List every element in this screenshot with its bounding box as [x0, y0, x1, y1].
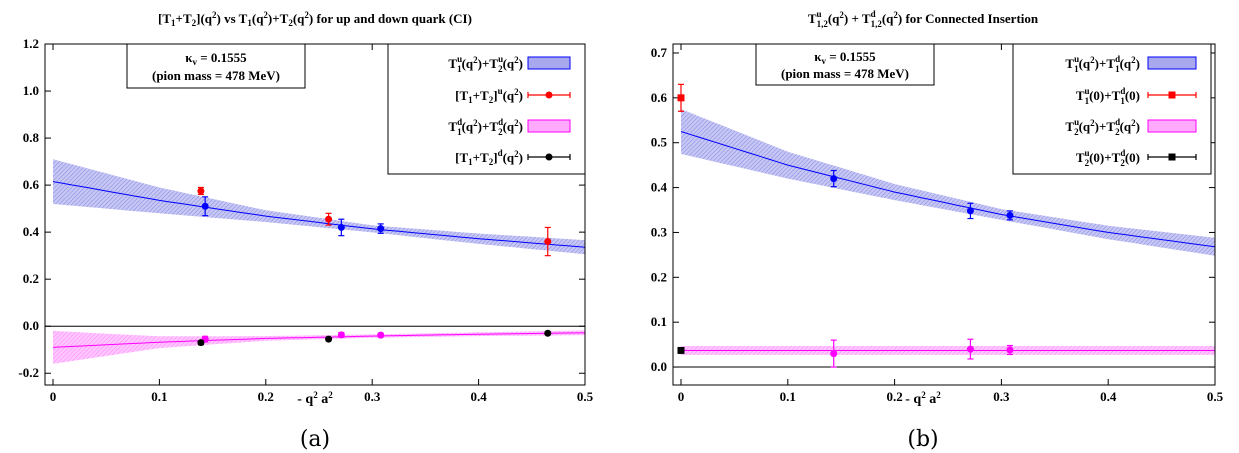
y-tick-label-a-6: 1.0	[23, 83, 39, 98]
x-tick-label-b-0: 0	[678, 389, 685, 404]
y-tick-label-b-0: 0.0	[651, 359, 667, 374]
band-line-a-0	[52, 181, 586, 248]
y-tick-label-b-3: 0.3	[651, 224, 668, 239]
annotation-kappa-b: κv = 0.1555	[814, 49, 876, 66]
legend-b: Tu 1(q2)+Td 1(q2) Tu 1(0)+Td 1(0) Tu 2(q2)+Td…	[1012, 43, 1212, 175]
panel-a: [T1+T2](q2) vs T1(q2)+T2(q2) for up and …	[18, 10, 593, 452]
x-axis-label-a: - q2 a2	[297, 390, 333, 407]
y-tick-label-b-1: 0.1	[651, 314, 667, 329]
point-b-0-2	[1006, 211, 1014, 219]
y-tick-label-b-4: 0.4	[651, 180, 668, 195]
x-tick-label-a-2: 0.2	[258, 389, 274, 404]
y-tick-label-a-3: 0.4	[23, 224, 40, 239]
legend-label-a-0: Tu 1(q2)+Tu 2(q2)	[448, 54, 523, 74]
legend-marker-b-1	[1168, 91, 1176, 99]
point-a-1-1	[325, 215, 333, 223]
legend-marks-a	[527, 56, 571, 161]
legend-label-b-3: Tu 2(0)+Td 2(0)	[1076, 148, 1140, 168]
legend-swatch-b-0	[1147, 56, 1197, 70]
legend-label-b-2: Tu 2(q2)+Td 2(q2)	[1065, 117, 1140, 137]
caption-b: (b)	[907, 427, 938, 452]
legend-swatch-b-2	[1147, 119, 1197, 133]
legend-marker-b-3	[1168, 153, 1176, 161]
annotation-box-b: κv = 0.1555 (pion mass = 478 MeV)	[755, 43, 935, 86]
y-tick-label-a-4: 0.6	[23, 177, 40, 192]
point-a-0-1	[337, 223, 345, 231]
y-tick-label-b-2: 0.2	[651, 269, 667, 284]
y-tick-label-a-0: -0.2	[18, 365, 39, 380]
band-line-b-0	[680, 131, 1216, 248]
caption-a: (a)	[300, 427, 330, 452]
point-b-2-0	[830, 350, 838, 358]
legend-label-a-2: Td 1(q2)+Td 2(q2)	[448, 117, 523, 137]
annotation-pion-a: (pion mass = 478 MeV)	[152, 68, 280, 83]
chart-title-a: [T1+T2](q2) vs T1(q2)+T2(q2) for up and …	[158, 10, 472, 28]
legend-label-b-1: Tu 1(0)+Td 1(0)	[1076, 86, 1140, 106]
point-a-3-1	[325, 335, 333, 343]
y-tick-label-b-5: 0.5	[651, 135, 668, 150]
axes-b: 0 0.1 0.2 0.3 0.4 0.5 0.0 0.1 0.2 0.3 0.4 0.5 0.6 0.7	[651, 43, 1224, 404]
x-tick-label-b-5: 0.5	[1207, 389, 1224, 404]
point-a-2-2	[377, 331, 385, 339]
y-tick-label-a-7: 1.2	[23, 36, 39, 51]
point-a-2-1	[337, 331, 345, 339]
y-tick-label-a-1: 0.0	[23, 318, 39, 333]
point-a-3-2	[544, 329, 552, 337]
legend-label-a-1: [T1+T2]u(q2)	[455, 86, 523, 105]
legend-label-a-3: [T1+T2]d(q2)	[455, 148, 523, 167]
x-tick-label-b-1: 0.1	[780, 389, 796, 404]
point-b-0-1	[966, 207, 974, 215]
legend-swatch-a-0	[527, 56, 571, 70]
axes-a: 0 0.1 0.2 0.3 0.4 0.5 -0.2 0.0 0.2 0.4 0.6 0.8 1.0 1.…	[18, 36, 593, 404]
annotation-kappa-a: κv = 0.1555	[185, 50, 247, 67]
annotation-box-a: κv = 0.1555 (pion mass = 478 MeV)	[126, 43, 306, 89]
x-tick-label-b-3: 0.3	[993, 389, 1010, 404]
chart-title-b: Tu 1,2(q2) + Td 1,2(q2) for Connected Inse…	[808, 9, 1039, 29]
band-a-0	[53, 159, 585, 255]
plot-frame-a	[44, 43, 586, 386]
point-b-0-0	[830, 175, 838, 183]
point-b-2-1	[966, 345, 974, 353]
point-b-2-2	[1006, 346, 1014, 354]
annotation-pion-b: (pion mass = 478 MeV)	[781, 66, 909, 81]
panel-b: Tu 1,2(q2) + Td 1,2(q2) for Connected Inse…	[651, 9, 1224, 452]
point-a-0-0	[201, 202, 209, 210]
band-a-1	[53, 330, 585, 364]
point-b-3-0	[677, 346, 685, 354]
x-tick-label-a-5: 0.5	[577, 389, 594, 404]
legend-marker-a-3	[545, 153, 553, 161]
legend-marker-a-1	[545, 91, 553, 99]
band-line-a-1	[52, 332, 586, 348]
plot-frame-b	[672, 43, 1216, 386]
x-tick-label-a-1: 0.1	[151, 389, 167, 404]
x-tick-label-b-4: 0.4	[1100, 389, 1117, 404]
point-b-1-0	[677, 94, 685, 102]
legend-marks-b	[1147, 56, 1197, 161]
y-tick-label-b-6: 0.6	[651, 90, 668, 105]
point-a-1-0	[197, 187, 205, 195]
x-tick-label-a-0: 0	[50, 389, 57, 404]
x-tick-label-b-2: 0.2	[886, 389, 902, 404]
x-tick-label-a-3: 0.3	[364, 389, 381, 404]
x-axis-label-b: - q2 a2	[905, 390, 941, 407]
y-tick-label-a-2: 0.2	[23, 271, 39, 286]
legend-label-b-0: Tu 1(q2)+Td 1(q2)	[1065, 54, 1140, 74]
point-a-0-2	[377, 225, 385, 233]
point-a-3-0	[197, 339, 205, 347]
legend-swatch-a-2	[527, 119, 571, 133]
band-b-0	[681, 109, 1215, 256]
legend-a: Tu 1(q2)+Tu 2(q2) [T1+T2]u(q2) Td 1(q2)+Td 2…	[387, 43, 586, 175]
point-a-1-2	[544, 238, 552, 246]
y-tick-label-b-7: 0.7	[651, 45, 668, 60]
x-tick-label-a-4: 0.4	[470, 389, 487, 404]
y-tick-label-a-5: 0.8	[23, 130, 40, 145]
